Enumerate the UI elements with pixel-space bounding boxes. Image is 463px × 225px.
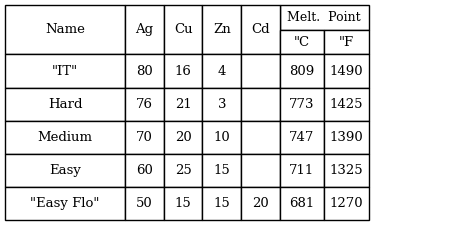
Bar	[125, 121, 163, 154]
Text: 747: 747	[288, 131, 314, 144]
Text: 15: 15	[213, 197, 230, 210]
Text: Cd: Cd	[250, 23, 269, 36]
Text: 16: 16	[175, 65, 191, 77]
Text: Cu: Cu	[174, 23, 192, 36]
Bar	[279, 187, 324, 220]
Bar	[202, 121, 241, 154]
Text: 1425: 1425	[329, 98, 363, 111]
Bar	[279, 88, 324, 121]
Bar	[324, 121, 368, 154]
Bar	[241, 187, 279, 220]
Text: "F: "F	[338, 36, 353, 49]
Text: 70: 70	[136, 131, 153, 144]
Bar	[202, 54, 241, 88]
Bar	[125, 5, 163, 54]
Text: Name: Name	[45, 23, 85, 36]
Bar	[163, 5, 202, 54]
Bar	[5, 121, 125, 154]
Text: 1325: 1325	[329, 164, 363, 177]
Bar	[324, 30, 368, 54]
Bar	[5, 54, 125, 88]
Text: 1270: 1270	[329, 197, 363, 210]
Bar	[5, 88, 125, 121]
Bar	[279, 121, 324, 154]
Bar	[241, 121, 279, 154]
Bar	[241, 154, 279, 187]
Text: 1490: 1490	[329, 65, 363, 77]
Text: Medium: Medium	[38, 131, 93, 144]
Text: 50: 50	[136, 197, 153, 210]
Bar	[324, 187, 368, 220]
Bar	[202, 5, 241, 54]
Text: 711: 711	[288, 164, 314, 177]
Text: 773: 773	[288, 98, 314, 111]
Bar	[163, 54, 202, 88]
Bar	[5, 154, 125, 187]
Bar	[279, 30, 324, 54]
Text: 21: 21	[175, 98, 191, 111]
Bar	[324, 154, 368, 187]
Text: 681: 681	[288, 197, 314, 210]
Text: 4: 4	[217, 65, 225, 77]
Text: 15: 15	[213, 164, 230, 177]
Bar	[163, 88, 202, 121]
Text: Easy: Easy	[49, 164, 81, 177]
Bar	[279, 54, 324, 88]
Bar	[241, 5, 279, 54]
Text: 1390: 1390	[329, 131, 363, 144]
Bar	[125, 88, 163, 121]
Text: 25: 25	[175, 164, 191, 177]
Text: 60: 60	[136, 164, 153, 177]
Bar	[279, 5, 368, 30]
Bar	[163, 121, 202, 154]
Text: Hard: Hard	[48, 98, 82, 111]
Text: 3: 3	[217, 98, 225, 111]
Bar	[125, 187, 163, 220]
Bar	[163, 187, 202, 220]
Text: 15: 15	[175, 197, 191, 210]
Bar	[324, 88, 368, 121]
Bar	[324, 54, 368, 88]
Bar	[202, 187, 241, 220]
Bar	[125, 54, 163, 88]
Bar	[241, 88, 279, 121]
Text: 76: 76	[136, 98, 153, 111]
Text: "IT": "IT"	[52, 65, 78, 77]
Text: 20: 20	[251, 197, 268, 210]
Text: 80: 80	[136, 65, 153, 77]
Bar	[125, 154, 163, 187]
Bar	[163, 154, 202, 187]
Text: Ag: Ag	[135, 23, 153, 36]
Bar	[241, 54, 279, 88]
Text: Melt.  Point: Melt. Point	[287, 11, 360, 24]
Bar	[5, 187, 125, 220]
Bar	[5, 5, 125, 54]
Text: 809: 809	[288, 65, 314, 77]
Text: 20: 20	[175, 131, 191, 144]
Text: 10: 10	[213, 131, 230, 144]
Bar	[279, 154, 324, 187]
Text: "C: "C	[293, 36, 309, 49]
Text: "Easy Flo": "Easy Flo"	[31, 197, 100, 210]
Bar	[202, 88, 241, 121]
Text: Zn: Zn	[213, 23, 230, 36]
Bar	[202, 154, 241, 187]
